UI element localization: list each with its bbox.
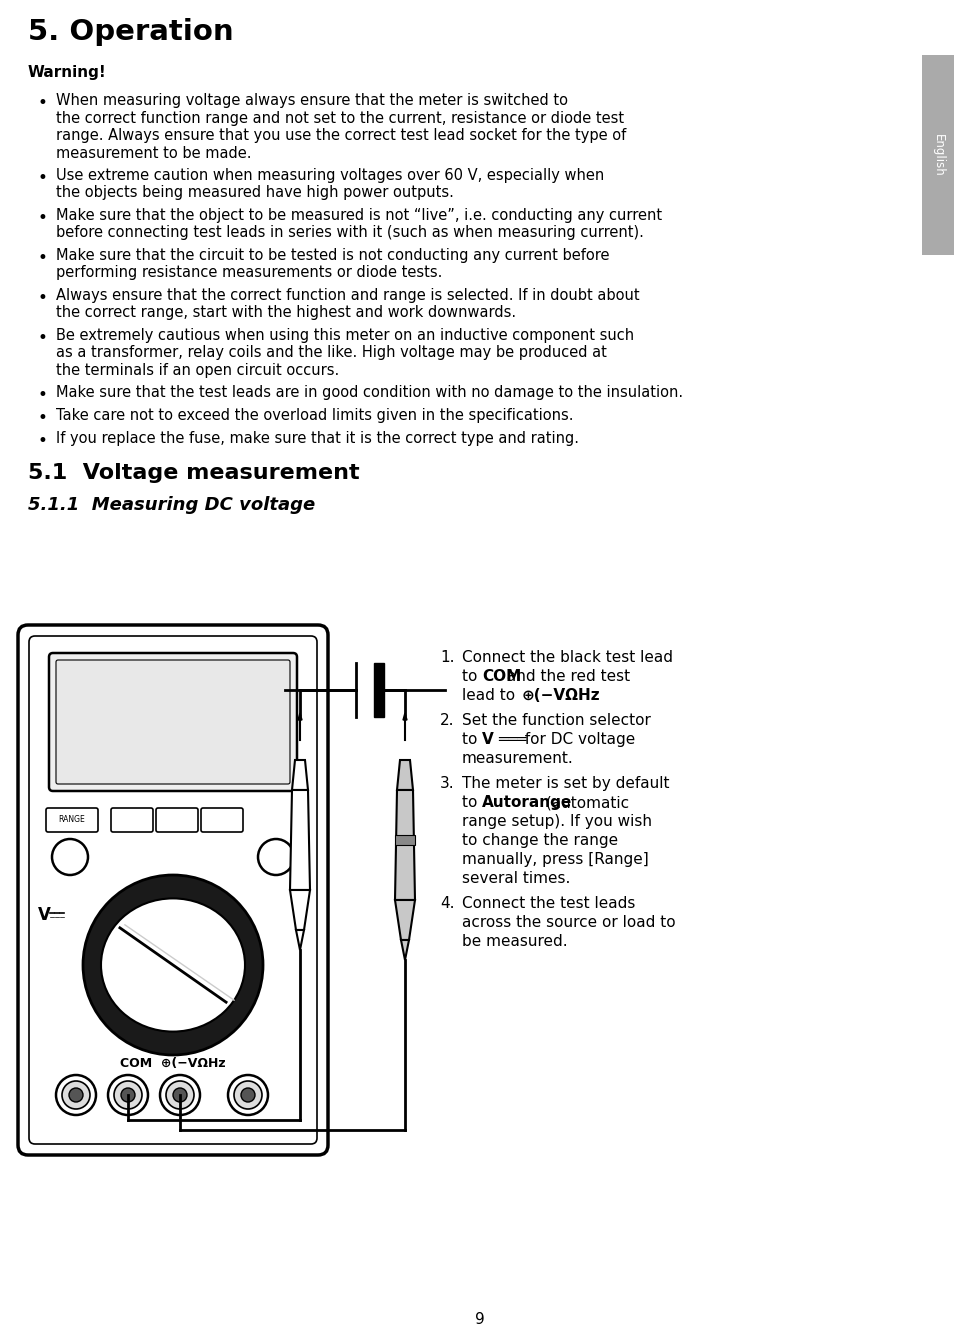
Text: COM  ⊕(−VΩHz: COM ⊕(−VΩHz (120, 1057, 226, 1069)
Circle shape (69, 1088, 83, 1103)
Text: to: to (462, 669, 482, 684)
Text: measurement to be made.: measurement to be made. (56, 145, 252, 161)
FancyBboxPatch shape (49, 653, 297, 791)
Text: the correct function range and not set to the current, resistance or diode test: the correct function range and not set t… (56, 110, 624, 125)
Text: •: • (37, 410, 47, 427)
Text: •: • (37, 210, 47, 227)
Polygon shape (374, 663, 384, 717)
Polygon shape (395, 835, 415, 845)
FancyBboxPatch shape (111, 808, 153, 833)
Polygon shape (290, 790, 310, 890)
Circle shape (83, 876, 263, 1056)
Text: •: • (37, 431, 47, 450)
Text: 5. Operation: 5. Operation (28, 17, 233, 46)
Text: Take care not to exceed the overload limits given in the specifications.: Take care not to exceed the overload lim… (56, 408, 573, 423)
Text: ⊕(−VΩHz: ⊕(−VΩHz (521, 688, 600, 702)
FancyBboxPatch shape (201, 808, 243, 833)
Polygon shape (290, 890, 310, 929)
Text: •: • (37, 248, 47, 267)
Text: COM: COM (482, 669, 521, 684)
FancyBboxPatch shape (56, 659, 290, 784)
Text: range setup). If you wish: range setup). If you wish (462, 814, 652, 829)
Text: .: . (567, 688, 572, 702)
Text: (automatic: (automatic (541, 795, 630, 810)
Text: •: • (37, 289, 47, 308)
Polygon shape (298, 713, 302, 720)
Circle shape (56, 1074, 96, 1115)
Polygon shape (401, 940, 409, 960)
Circle shape (234, 1081, 262, 1109)
Text: the objects being measured have high power outputs.: the objects being measured have high pow… (56, 185, 454, 200)
Text: •: • (37, 387, 47, 404)
Text: performing resistance measurements or diode tests.: performing resistance measurements or di… (56, 266, 443, 281)
Text: as a transformer, relay coils and the like. High voltage may be produced at: as a transformer, relay coils and the li… (56, 345, 607, 360)
Text: measurement.: measurement. (462, 751, 574, 766)
Text: 5.1.1  Measuring DC voltage: 5.1.1 Measuring DC voltage (28, 496, 315, 514)
Text: Make sure that the circuit to be tested is not conducting any current before: Make sure that the circuit to be tested … (56, 248, 610, 263)
Text: to: to (462, 795, 482, 810)
Text: range. Always ensure that you use the correct test lead socket for the type of: range. Always ensure that you use the co… (56, 128, 626, 142)
Text: The meter is set by default: The meter is set by default (462, 776, 669, 791)
Circle shape (114, 1081, 142, 1109)
Text: •: • (37, 169, 47, 187)
Text: •: • (37, 329, 47, 346)
Text: to change the range: to change the range (462, 833, 618, 847)
FancyBboxPatch shape (46, 808, 98, 833)
Text: before connecting test leads in series with it (such as when measuring current).: before connecting test leads in series w… (56, 226, 644, 240)
Text: 5.1  Voltage measurement: 5.1 Voltage measurement (28, 463, 360, 483)
Text: •: • (37, 94, 47, 111)
Text: Use extreme caution when measuring voltages over 60 V, especially when: Use extreme caution when measuring volta… (56, 168, 604, 183)
Text: the correct range, start with the highest and work downwards.: the correct range, start with the highes… (56, 305, 516, 321)
Circle shape (258, 839, 294, 876)
Text: manually, press [Range]: manually, press [Range] (462, 851, 649, 868)
Text: Warning!: Warning! (28, 64, 107, 81)
Text: Set the function selector: Set the function selector (462, 713, 651, 728)
Text: 2.: 2. (440, 713, 454, 728)
Text: to: to (462, 732, 482, 747)
Text: be measured.: be measured. (462, 933, 567, 950)
Circle shape (166, 1081, 194, 1109)
Circle shape (62, 1081, 90, 1109)
Circle shape (52, 839, 88, 876)
Text: lead to: lead to (462, 688, 525, 702)
Polygon shape (296, 929, 304, 950)
Text: 9: 9 (475, 1312, 485, 1327)
Text: Always ensure that the correct function and range is selected. If in doubt about: Always ensure that the correct function … (56, 287, 639, 304)
Text: V: V (38, 907, 51, 924)
Text: 3.: 3. (440, 776, 455, 791)
Text: Make sure that the test leads are in good condition with no damage to the insula: Make sure that the test leads are in goo… (56, 385, 684, 400)
Text: RANGE: RANGE (59, 815, 85, 825)
Text: English: English (931, 133, 945, 176)
Text: V ═══: V ═══ (482, 732, 526, 747)
Text: for DC voltage: for DC voltage (515, 732, 636, 747)
Text: Connect the test leads: Connect the test leads (462, 896, 636, 911)
Text: If you replace the fuse, make sure that it is the correct type and rating.: If you replace the fuse, make sure that … (56, 431, 579, 446)
FancyBboxPatch shape (922, 55, 954, 255)
FancyBboxPatch shape (156, 808, 198, 833)
Circle shape (228, 1074, 268, 1115)
Text: 4.: 4. (440, 896, 454, 911)
FancyBboxPatch shape (18, 624, 328, 1155)
Text: When measuring voltage always ensure that the meter is switched to: When measuring voltage always ensure tha… (56, 93, 568, 107)
Polygon shape (395, 790, 415, 900)
Text: across the source or load to: across the source or load to (462, 915, 676, 929)
Ellipse shape (101, 898, 245, 1031)
Circle shape (108, 1074, 148, 1115)
Text: the terminals if an open circuit occurs.: the terminals if an open circuit occurs. (56, 363, 339, 377)
Text: and the red test: and the red test (501, 669, 630, 684)
Polygon shape (397, 760, 413, 790)
Polygon shape (395, 900, 415, 940)
Circle shape (121, 1088, 135, 1103)
Text: Autorange: Autorange (482, 795, 572, 810)
Polygon shape (292, 760, 308, 790)
Text: Connect the black test lead: Connect the black test lead (462, 650, 673, 665)
Circle shape (160, 1074, 200, 1115)
Text: Make sure that the object to be measured is not “live”, i.e. conducting any curr: Make sure that the object to be measured… (56, 208, 662, 223)
Circle shape (173, 1088, 187, 1103)
Text: several times.: several times. (462, 872, 570, 886)
Text: 1.: 1. (440, 650, 454, 665)
Circle shape (241, 1088, 255, 1103)
Text: Be extremely cautious when using this meter on an inductive component such: Be extremely cautious when using this me… (56, 328, 635, 342)
Polygon shape (403, 713, 407, 720)
